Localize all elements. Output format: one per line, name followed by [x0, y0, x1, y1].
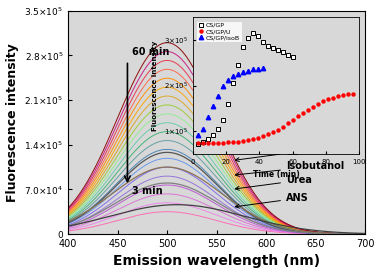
Y-axis label: Fluorescence intensity: Fluorescence intensity	[6, 43, 19, 202]
Text: Urea: Urea	[235, 175, 312, 190]
Text: CS: CS	[235, 147, 301, 162]
Text: 60 min: 60 min	[132, 47, 170, 57]
X-axis label: Emission wavelength (nm): Emission wavelength (nm)	[113, 255, 320, 269]
Text: ANS: ANS	[235, 193, 309, 208]
Text: Isobutanol: Isobutanol	[235, 161, 344, 176]
Text: 3 min: 3 min	[132, 186, 163, 196]
